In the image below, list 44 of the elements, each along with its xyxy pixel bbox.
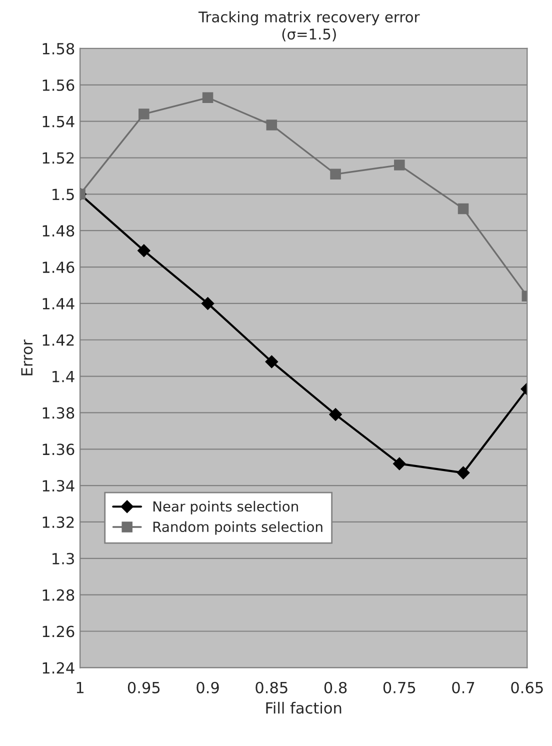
x-tick-label: 0.95 [128,682,160,694]
legend-label: Near points selection [153,500,298,514]
y-tick-label: 1.42 [42,334,74,346]
chart-title: Tracking matrix recovery error [198,11,420,26]
point [456,466,470,480]
y-tick-label: 1.32 [42,516,74,528]
x-tick-label: 0.65 [511,682,543,694]
x-tick-label: 0.75 [383,682,416,694]
point [265,355,278,368]
point [330,168,341,180]
y-tick-label: 1.44 [42,298,74,310]
y-axis-title: Error [21,339,33,376]
point [201,297,214,310]
x-axis-title: Fill faction [266,702,342,714]
point [138,244,150,258]
point [394,160,405,170]
x-tick-label: 1 [76,682,84,694]
y-tick-label: 1.56 [42,79,74,91]
y-tick-label: 1.38 [42,407,74,419]
x-tick-label: 0.9 [196,682,219,694]
legend-label: Random points selection [153,521,322,535]
point [266,120,278,130]
y-tick-label: 1.54 [42,116,74,128]
y-tick-label: 1.3 [52,552,74,564]
y-tick-label: 1.4 [52,370,74,382]
y-tick-label: 1.26 [42,626,74,638]
point [138,108,150,120]
chart-subtitle: (σ=1.5) [282,28,336,42]
point [329,408,342,421]
y-tick-label: 1.48 [42,225,74,237]
point [202,92,214,104]
y-tick-label: 1.28 [42,589,74,601]
y-tick-label: 1.58 [42,42,74,55]
x-tick-label: 0.8 [324,682,347,694]
y-tick-label: 1.52 [42,152,74,164]
point [458,203,469,214]
y-tick-label: 1.36 [42,444,74,456]
x-tick-label: 0.7 [452,682,474,694]
y-tick-label: 1.34 [42,480,74,492]
x-tick-label: 0.85 [256,682,288,694]
y-tick-label: 1.46 [42,261,74,274]
y-tick-label: 1.24 [42,662,74,674]
point [393,457,406,470]
y-tick-label: 1.5 [52,188,74,200]
